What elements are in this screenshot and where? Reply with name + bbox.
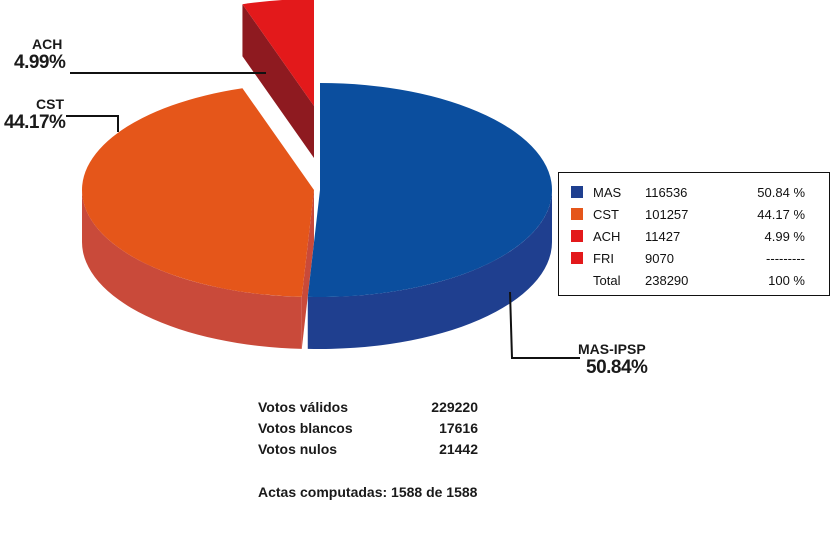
totals-label: Votos blancos bbox=[258, 419, 353, 436]
legend-name: Total bbox=[593, 272, 621, 288]
mas-leader-line bbox=[509, 291, 580, 359]
legend-votes: 238290 bbox=[645, 272, 689, 288]
pie-slice-wall-ach bbox=[242, 4, 314, 158]
legend-row-cst: CST 101257 44.17 % bbox=[571, 203, 829, 225]
totals-row: Votos nulos 21442 bbox=[258, 438, 478, 459]
pie-slice-wall-cst bbox=[301, 190, 314, 349]
legend-votes: 101257 bbox=[645, 206, 689, 222]
ach-callout-percent: 4.99% bbox=[14, 52, 66, 73]
legend-votes: 116536 bbox=[645, 184, 688, 200]
ach-callout: ACH 4.99% bbox=[14, 36, 66, 74]
legend-swatch-cst bbox=[571, 208, 583, 220]
pie-slice-side-cst bbox=[82, 190, 302, 349]
pie-slice-cst bbox=[82, 88, 314, 297]
pie-slice-side-mas bbox=[307, 190, 552, 350]
legend: MAS 116536 50.84 % CST 101257 44.17 % AC… bbox=[558, 172, 830, 296]
ach-callout-name: ACH bbox=[32, 36, 63, 52]
legend-percent: 50.84 % bbox=[757, 184, 805, 200]
cst-callout-percent: 44.17% bbox=[4, 112, 66, 133]
cst-leader-line bbox=[66, 115, 119, 132]
totals-value: 229220 bbox=[431, 398, 478, 415]
cst-callout-name: CST bbox=[36, 96, 64, 112]
legend-name: MAS bbox=[593, 184, 622, 200]
legend-votes: 9070 bbox=[645, 250, 674, 266]
legend-votes: 11427 bbox=[645, 228, 681, 244]
totals-row: Votos blancos 17616 bbox=[258, 417, 478, 438]
legend-row-mas: MAS 116536 50.84 % bbox=[571, 181, 829, 203]
totals-value: 21442 bbox=[439, 440, 478, 457]
legend-swatch-mas bbox=[571, 186, 583, 198]
vote-totals: Votos válidos 229220 Votos blancos 17616… bbox=[258, 396, 478, 459]
legend-name: ACH bbox=[593, 228, 621, 244]
legend-swatch-fri bbox=[571, 252, 583, 264]
mas-callout-percent: 50.84% bbox=[586, 357, 648, 378]
legend-percent: 100 % bbox=[768, 272, 805, 288]
totals-label: Votos válidos bbox=[258, 398, 348, 415]
pie-slice-ach bbox=[242, 0, 314, 106]
legend-row-ach: ACH 11427 4.99 % bbox=[571, 225, 829, 247]
pie-slice-mas bbox=[307, 83, 553, 298]
legend-name: CST bbox=[593, 206, 619, 222]
legend-percent: 4.99 % bbox=[764, 228, 805, 244]
legend-row-fri: FRI 9070 --------- bbox=[571, 247, 829, 269]
legend-swatch-ach bbox=[571, 230, 583, 242]
legend-row-total: Total 238290 100 % bbox=[571, 269, 829, 291]
totals-label: Votos nulos bbox=[258, 440, 338, 457]
totals-value: 17616 bbox=[439, 419, 478, 436]
mas-callout-name: MAS-IPSP bbox=[578, 341, 646, 357]
legend-percent: 44.17 % bbox=[757, 206, 805, 222]
legend-name: FRI bbox=[593, 250, 614, 266]
legend-percent: --------- bbox=[766, 250, 805, 266]
mas-callout: MAS-IPSP 50.84% bbox=[578, 341, 648, 379]
totals-row: Votos válidos 229220 bbox=[258, 396, 478, 417]
legend-swatch-total bbox=[571, 274, 583, 286]
actas-computadas: Actas computadas: 1588 de 1588 bbox=[258, 484, 478, 500]
pie-chart bbox=[66, 0, 580, 359]
cst-callout: CST 44.17% bbox=[4, 96, 66, 134]
